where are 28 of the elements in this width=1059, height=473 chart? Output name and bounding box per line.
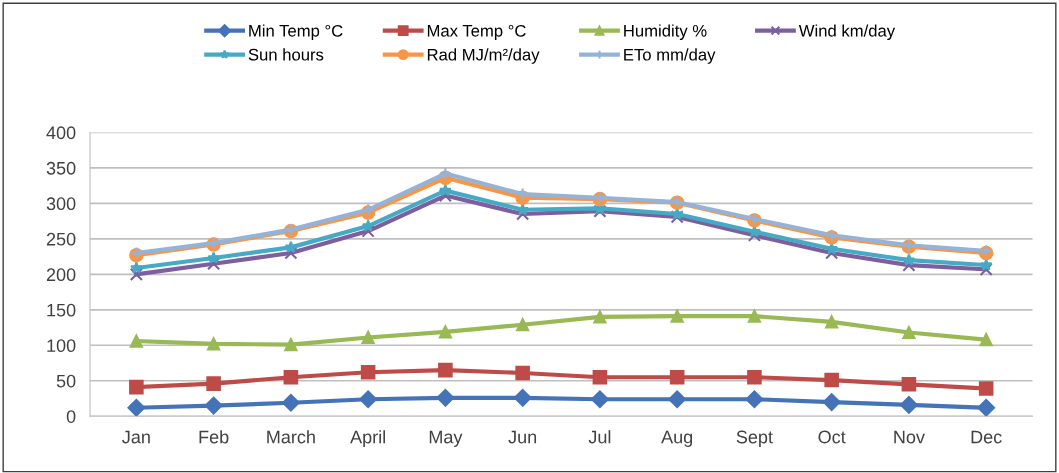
y-tick-label: 150 <box>47 303 76 317</box>
y-tick-label: 0 <box>66 410 76 423</box>
legend-label: Sun hours <box>248 48 324 61</box>
legend-label: Max Temp °C <box>427 24 526 40</box>
x-tick-label: Dec <box>971 430 1002 444</box>
x-tick-label: May <box>429 430 463 447</box>
y-tick-label: 400 <box>46 126 76 140</box>
y-tick-label: 50 <box>56 374 76 388</box>
x-tick-label: Feb <box>199 430 229 444</box>
y-tick-label: 300 <box>46 197 76 211</box>
y-tick-label: 100 <box>47 339 76 353</box>
legend-label: Rad MJ/m²/day <box>427 48 540 64</box>
x-tick-label: Jun <box>508 430 537 444</box>
x-tick-label: April <box>350 430 385 447</box>
y-tick-label: 200 <box>46 268 76 282</box>
y-tick-label: 250 <box>46 232 76 246</box>
legend-label: Humidity % <box>624 24 707 40</box>
legend-label: ETo mm/day <box>624 48 716 64</box>
x-tick-label: Jan <box>122 430 150 444</box>
y-tick-label: 350 <box>46 161 76 175</box>
legend-label: Wind km/day <box>798 24 896 40</box>
x-tick-label: Oct <box>818 430 846 444</box>
legend-label: Min Temp °C <box>249 24 343 40</box>
x-tick-label: Jul <box>588 430 611 444</box>
x-tick-label: Nov <box>894 430 925 444</box>
x-tick-label: Aug <box>661 430 693 447</box>
x-tick-label: March <box>267 430 315 444</box>
x-tick-label: Sept <box>736 430 773 447</box>
